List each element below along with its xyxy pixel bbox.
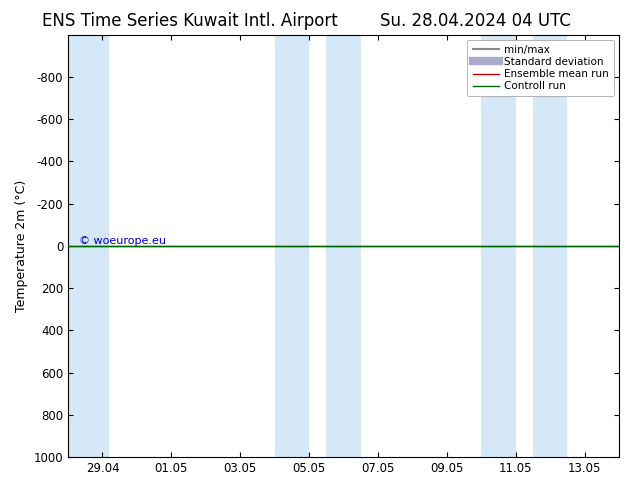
Bar <box>68 35 109 457</box>
Legend: min/max, Standard deviation, Ensemble mean run, Controll run: min/max, Standard deviation, Ensemble me… <box>467 40 614 97</box>
Bar <box>327 35 361 457</box>
Bar <box>533 35 567 457</box>
Y-axis label: Temperature 2m (°C): Temperature 2m (°C) <box>15 180 28 312</box>
Text: © woeurope.eu: © woeurope.eu <box>79 236 166 246</box>
Bar <box>481 35 515 457</box>
Text: ENS Time Series Kuwait Intl. Airport: ENS Time Series Kuwait Intl. Airport <box>42 12 338 30</box>
Bar <box>275 35 309 457</box>
Text: Su. 28.04.2024 04 UTC: Su. 28.04.2024 04 UTC <box>380 12 571 30</box>
